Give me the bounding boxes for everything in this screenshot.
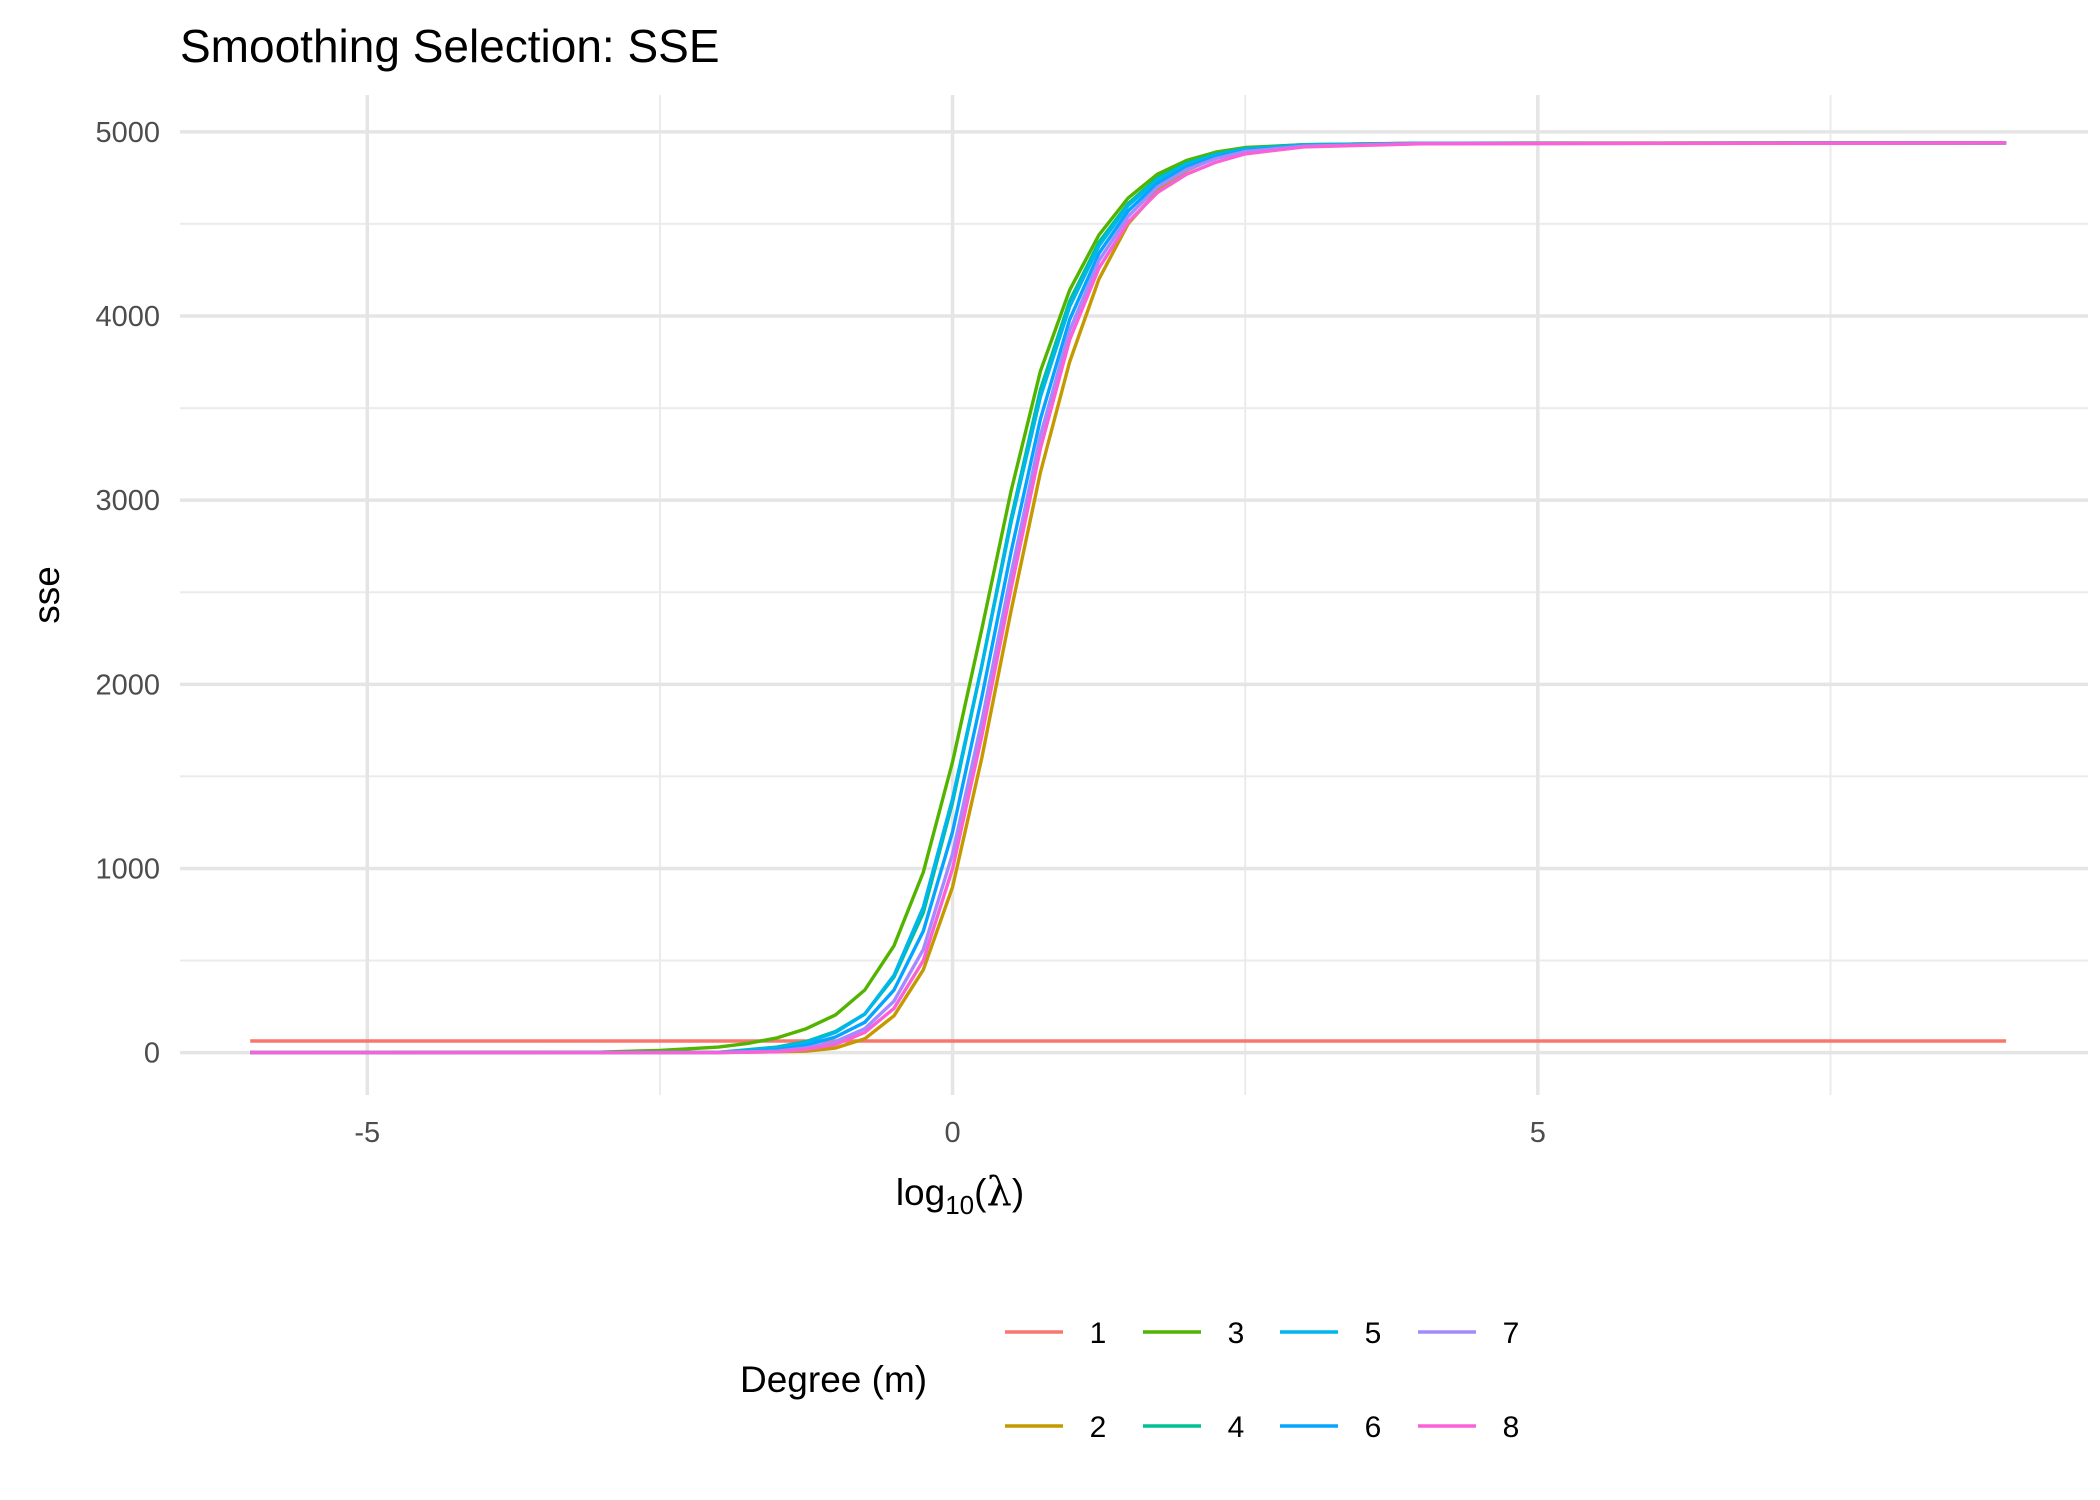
minor-grid xyxy=(180,95,2088,1095)
x-axis-title-close-paren: ) xyxy=(1012,1172,1024,1213)
legend-label-7: 7 xyxy=(1503,1317,1520,1350)
series-line-8 xyxy=(250,141,2007,1055)
legend-item-4: 4 xyxy=(1143,1411,1244,1444)
x-axis-title-open-paren: ( xyxy=(974,1172,987,1213)
legend-item-6: 6 xyxy=(1280,1411,1381,1444)
y-tick-label: 4000 xyxy=(95,301,160,333)
y-tick-label: 5000 xyxy=(95,117,160,149)
x-axis-title-subscript: 10 xyxy=(945,1190,974,1220)
legend-item-1: 1 xyxy=(1005,1317,1106,1350)
legend-label-5: 5 xyxy=(1365,1317,1382,1350)
series-lines xyxy=(250,141,2007,1055)
x-axis-tick-labels: -5 0 5 xyxy=(354,1117,1546,1149)
legend-label-2: 2 xyxy=(1090,1411,1107,1444)
x-tick-label: -5 xyxy=(354,1117,380,1149)
legend-label-6: 6 xyxy=(1365,1411,1382,1444)
series-line-7 xyxy=(250,141,2007,1055)
series-line-3 xyxy=(250,141,2007,1055)
plot-panel xyxy=(180,95,2088,1095)
x-axis-title-log: log xyxy=(896,1172,945,1213)
legend-item-3: 3 xyxy=(1143,1317,1244,1350)
legend-label-4: 4 xyxy=(1228,1411,1245,1444)
legend-item-5: 5 xyxy=(1280,1317,1381,1350)
y-tick-label: 2000 xyxy=(95,669,160,701)
legend: Degree (m) 1 2 3 4 5 6 7 8 xyxy=(740,1317,1519,1444)
x-tick-label: 0 xyxy=(944,1117,960,1149)
legend-label-3: 3 xyxy=(1228,1317,1245,1350)
y-tick-label: 3000 xyxy=(95,485,160,517)
series-line-5 xyxy=(250,141,2007,1055)
chart-title: Smoothing Selection: SSE xyxy=(180,20,720,72)
legend-item-2: 2 xyxy=(1005,1411,1106,1444)
y-axis-tick-labels: 0 1000 2000 3000 4000 5000 xyxy=(95,117,160,1070)
y-tick-label: 0 xyxy=(144,1038,160,1070)
legend-label-8: 8 xyxy=(1503,1411,1520,1444)
major-grid xyxy=(180,95,2088,1095)
x-axis-title: log10(λ) xyxy=(896,1169,1024,1220)
legend-label-1: 1 xyxy=(1090,1317,1107,1350)
series-line-4 xyxy=(250,141,2007,1055)
y-axis-title: sse xyxy=(26,566,67,624)
legend-item-7: 7 xyxy=(1418,1317,1519,1350)
series-line-2 xyxy=(250,141,2007,1055)
x-axis-title-lambda: λ xyxy=(986,1169,1011,1215)
legend-items: 1 2 3 4 5 6 7 8 xyxy=(1005,1317,1519,1444)
y-tick-label: 1000 xyxy=(95,853,160,885)
legend-item-8: 8 xyxy=(1418,1411,1519,1444)
legend-title: Degree (m) xyxy=(740,1359,927,1400)
x-tick-label: 5 xyxy=(1530,1117,1546,1149)
series-line-6 xyxy=(250,141,2007,1055)
